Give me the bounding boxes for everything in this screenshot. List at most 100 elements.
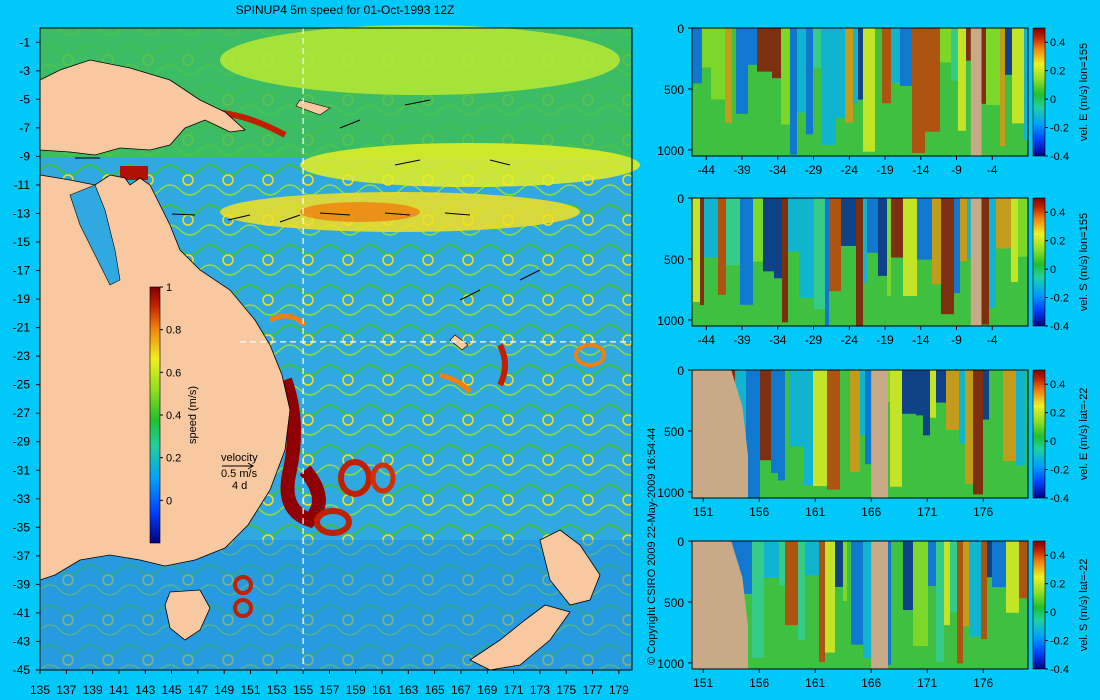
section-band <box>996 198 1011 249</box>
section-band <box>840 370 850 440</box>
section-band <box>799 198 814 298</box>
map-x-tick-label: 171 <box>504 683 524 697</box>
map-x-tick-label: 155 <box>293 683 313 697</box>
map-colorbar-tick-label: 0.8 <box>166 325 181 337</box>
velocity-arrow <box>444 212 471 216</box>
section-band <box>718 198 726 295</box>
section-colorbar-tick-label: -0.2 <box>1050 636 1069 648</box>
section-x-tick-label: 176 <box>973 676 993 690</box>
map-y-tick-label: -45 <box>13 663 31 677</box>
map-x-tick-label: 151 <box>240 683 260 697</box>
section-band <box>841 198 856 246</box>
section-band <box>878 198 887 276</box>
section-band <box>778 370 785 481</box>
velocity-legend-duration: 4 d <box>232 480 247 492</box>
section-land <box>692 541 748 669</box>
map-y-tick-label: -27 <box>13 406 31 420</box>
section-x-tick-label: -4 <box>987 333 998 347</box>
section-band <box>764 541 779 578</box>
map-colorbar-label: speed (m/s) <box>187 386 199 444</box>
section-band <box>856 198 863 326</box>
section-band <box>814 198 825 310</box>
map-x-tick-label: 157 <box>319 683 339 697</box>
section-x-tick-label: 156 <box>749 676 769 690</box>
map-eddy-3 <box>370 462 396 494</box>
section-band <box>966 28 973 61</box>
section-band <box>1006 541 1019 613</box>
map-y-tick-label: -17 <box>13 264 31 278</box>
section-band <box>752 541 764 658</box>
section-band <box>740 198 753 305</box>
section-band <box>951 28 958 81</box>
map-colorbar-tick-label: 1 <box>166 282 172 294</box>
map-x-tick-label: 145 <box>162 683 182 697</box>
section-band <box>692 198 700 302</box>
section-frame <box>691 369 1029 499</box>
section-colorbar-tick-label: 0.2 <box>1050 66 1065 78</box>
section-band <box>867 198 878 253</box>
section-band <box>853 28 858 104</box>
section-panel-3: 151 156 161 166 171 176 0 500 1000 0.4 0.2 0 -0.2 -0.… <box>657 364 1090 519</box>
section-panels: -44 -39 -34 -29 -24 -19 -14 -9 -4 0 500 1000 0.4 0.2 0… <box>657 22 1090 690</box>
section-band <box>711 28 725 100</box>
section-band <box>819 541 825 663</box>
section-band <box>1011 198 1018 283</box>
section-frame <box>691 540 1029 670</box>
section-band <box>860 370 865 435</box>
map-y-tick-label: -13 <box>13 206 31 220</box>
section-land <box>692 370 748 498</box>
section-band <box>813 28 821 68</box>
section-band <box>804 370 813 485</box>
section-colorbar-tick-label: -0.4 <box>1050 151 1069 163</box>
section-band <box>886 541 891 666</box>
section-band <box>863 198 867 283</box>
section-band <box>836 28 845 118</box>
section-band <box>704 198 718 258</box>
section-colorbar <box>1032 369 1046 499</box>
section-colorbar-tick-label: 0.2 <box>1050 579 1065 591</box>
section-band <box>916 370 923 416</box>
section-band <box>774 198 782 279</box>
map-y-tick-label: -9 <box>19 149 30 163</box>
section-y-tick-label: 1000 <box>657 314 684 328</box>
section-band <box>989 198 996 308</box>
map-y-tick-label: -39 <box>13 577 31 591</box>
map-colorbar <box>149 286 161 544</box>
map-y-tick-label: -5 <box>19 92 30 106</box>
section-band <box>890 370 902 487</box>
map-x-tick-label: 153 <box>267 683 287 697</box>
section-band <box>835 541 843 587</box>
velocity-arrow <box>519 269 541 281</box>
section-band <box>932 198 941 285</box>
section-y-tick-label: 0 <box>677 192 684 206</box>
section-colorbar-tick-label: -0.4 <box>1050 664 1069 676</box>
section-band <box>960 198 967 262</box>
map-x-tick-label: 149 <box>214 683 234 697</box>
section-band <box>891 198 903 258</box>
section-band <box>917 198 932 260</box>
section-frame <box>691 27 1029 157</box>
section-band <box>798 541 805 641</box>
section-colorbar-tick-label: 0.4 <box>1050 37 1065 49</box>
section-band <box>732 28 736 83</box>
section-band <box>891 541 903 630</box>
section-label: vel. S (m/s) lon=155 <box>1078 213 1090 311</box>
section-x-tick-label: -29 <box>805 163 823 177</box>
section-band <box>1005 28 1012 75</box>
section-x-tick-label: -14 <box>912 333 930 347</box>
velocity-legend-scale: 0.5 m/s <box>221 468 258 480</box>
section-band <box>858 28 863 100</box>
section-x-tick-label: 161 <box>805 676 825 690</box>
section-band <box>969 541 981 637</box>
velocity-arrow <box>404 99 431 106</box>
section-x-tick-label: 171 <box>917 676 937 690</box>
section-band <box>887 198 891 297</box>
velocity-arrow <box>279 214 301 223</box>
section-band <box>957 541 963 664</box>
section-land <box>970 198 982 326</box>
map-x-tick-label: 141 <box>109 683 129 697</box>
section-band <box>863 28 875 152</box>
section-band <box>785 541 798 625</box>
map-eddy-6 <box>574 343 606 367</box>
velocity-arrow <box>227 214 251 221</box>
